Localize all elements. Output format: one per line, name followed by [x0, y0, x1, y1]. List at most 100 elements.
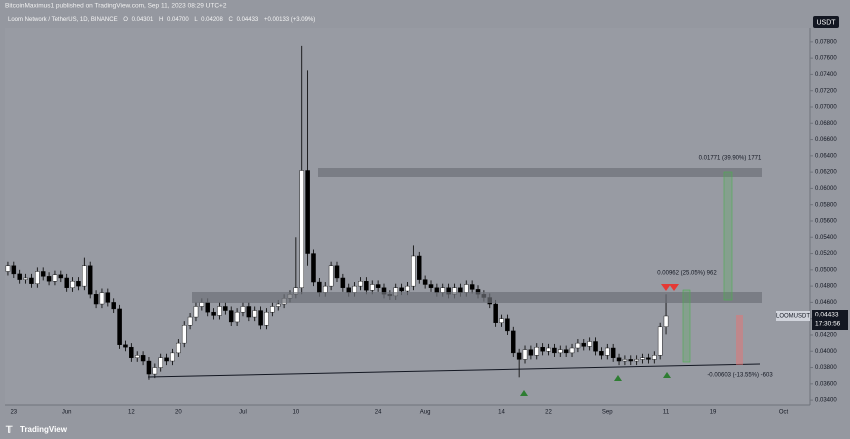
candle-body: [505, 318, 510, 332]
candle-body: [111, 302, 116, 310]
y-tick-label: 0.04800: [815, 284, 837, 290]
y-tick-label: 0.05600: [815, 219, 837, 225]
candle-body: [511, 330, 516, 354]
candle-body: [134, 355, 140, 358]
candle-body: [17, 273, 22, 280]
price-tag-countdown: 17:30:56: [815, 321, 841, 328]
candle-body: [411, 255, 416, 287]
candle-body: [469, 284, 475, 290]
candle-body: [364, 281, 369, 291]
candle-body: [152, 367, 158, 375]
candle-body: [534, 346, 540, 356]
candle-body: [464, 284, 469, 293]
candle-body: [634, 359, 639, 362]
candle-body: [493, 303, 498, 323]
symbol-line: Loom Network / TetherUS, 1D, BINANCE O 0…: [8, 17, 315, 23]
candle-body: [369, 284, 375, 291]
price-tag: [812, 310, 848, 330]
candle-body: [440, 287, 446, 293]
plot-area: [5, 28, 810, 405]
candle-body: [646, 357, 651, 360]
x-tick-label: 24: [375, 410, 382, 416]
upper-target-label: 0.01771 (39.90%) 1771: [699, 156, 762, 162]
y-tick-label: 0.06800: [815, 121, 837, 127]
candle-body: [663, 315, 669, 327]
candle-body: [328, 265, 334, 287]
l: 0.04208: [201, 17, 223, 23]
candle-body: [87, 265, 93, 295]
y-tick-label: 0.03400: [815, 398, 837, 404]
x-tick-label: 12: [128, 410, 135, 416]
candle-body: [499, 318, 504, 323]
y-tick-label: 0.05400: [815, 235, 837, 241]
o: 0.04301: [132, 17, 154, 23]
candle-body: [552, 347, 557, 354]
candle-body: [299, 170, 304, 288]
candle-body: [563, 349, 569, 354]
candle-body: [405, 285, 410, 292]
candle-body: [176, 342, 181, 354]
candle-body: [5, 265, 11, 272]
resistance-zone: [318, 168, 762, 177]
y-tick-label: 0.06600: [815, 137, 837, 143]
green-arrow: [614, 375, 622, 381]
candle-body: [311, 253, 316, 283]
candle-body: [270, 306, 275, 313]
x-tick-label: Aug: [420, 410, 431, 416]
candle-body: [599, 351, 604, 356]
candle-body: [616, 357, 622, 362]
publisher: BitcoinMaximus1 published on TradingView…: [5, 3, 227, 10]
candle-body: [540, 346, 545, 352]
candle-body: [170, 352, 175, 362]
x-tick-label: 22: [545, 410, 552, 416]
candle-body: [422, 279, 428, 285]
h-label: H: [159, 17, 163, 23]
y-tick-label: 0.06400: [815, 153, 837, 159]
y-tick-label: 0.06000: [815, 186, 837, 192]
candle-body: [458, 287, 463, 293]
y-tick-label: 0.07800: [815, 39, 837, 45]
short-target-label: 0.00962 (25.05%) 962: [657, 271, 717, 277]
x-tick-label: 20: [175, 410, 182, 416]
y-tick-label: 0.03800: [815, 365, 837, 371]
candle-body: [211, 311, 216, 316]
y-tick-label: 0.03600: [815, 381, 837, 387]
candle-body: [416, 255, 422, 280]
candle-body: [305, 170, 310, 254]
green-arrow: [663, 372, 671, 378]
candle-body: [23, 277, 28, 280]
candle-body: [40, 271, 46, 277]
candle-body: [258, 310, 263, 326]
y-tick-label: 0.07000: [815, 105, 837, 111]
candle-body: [657, 326, 663, 356]
candle-body: [193, 306, 199, 318]
candle-body: [228, 310, 234, 323]
change: +0.00133 (+3.09%): [264, 17, 315, 23]
candle-body: [140, 355, 146, 362]
measure-long: [723, 171, 733, 301]
currency-label[interactable]: USDT: [816, 19, 836, 26]
candle-body: [99, 292, 105, 305]
x-tick-label: 11: [663, 410, 670, 416]
x-tick-label: Jun: [62, 410, 72, 416]
x-tick-label: Jul: [239, 410, 247, 416]
l-label: L: [194, 17, 198, 23]
candle-body: [587, 341, 592, 347]
y-tick-label: 0.07400: [815, 72, 837, 78]
candle-body: [205, 302, 210, 313]
candle-body: [628, 359, 634, 362]
candle-body: [11, 265, 17, 275]
x-tick-label: 19: [710, 410, 717, 416]
candle-body: [187, 316, 193, 326]
candle-body: [652, 355, 657, 360]
x-tick-label: Sep: [602, 410, 613, 416]
candle-body: [82, 265, 87, 287]
candle-body: [581, 342, 587, 347]
currency-button[interactable]: [813, 16, 839, 28]
o-label: O: [123, 17, 128, 23]
candle-body: [146, 360, 152, 375]
red-arrow: [669, 284, 679, 291]
candle-body: [223, 306, 228, 311]
symbol: Loom Network / TetherUS, 1D, BINANCE: [8, 17, 118, 23]
candle-body: [246, 306, 252, 318]
